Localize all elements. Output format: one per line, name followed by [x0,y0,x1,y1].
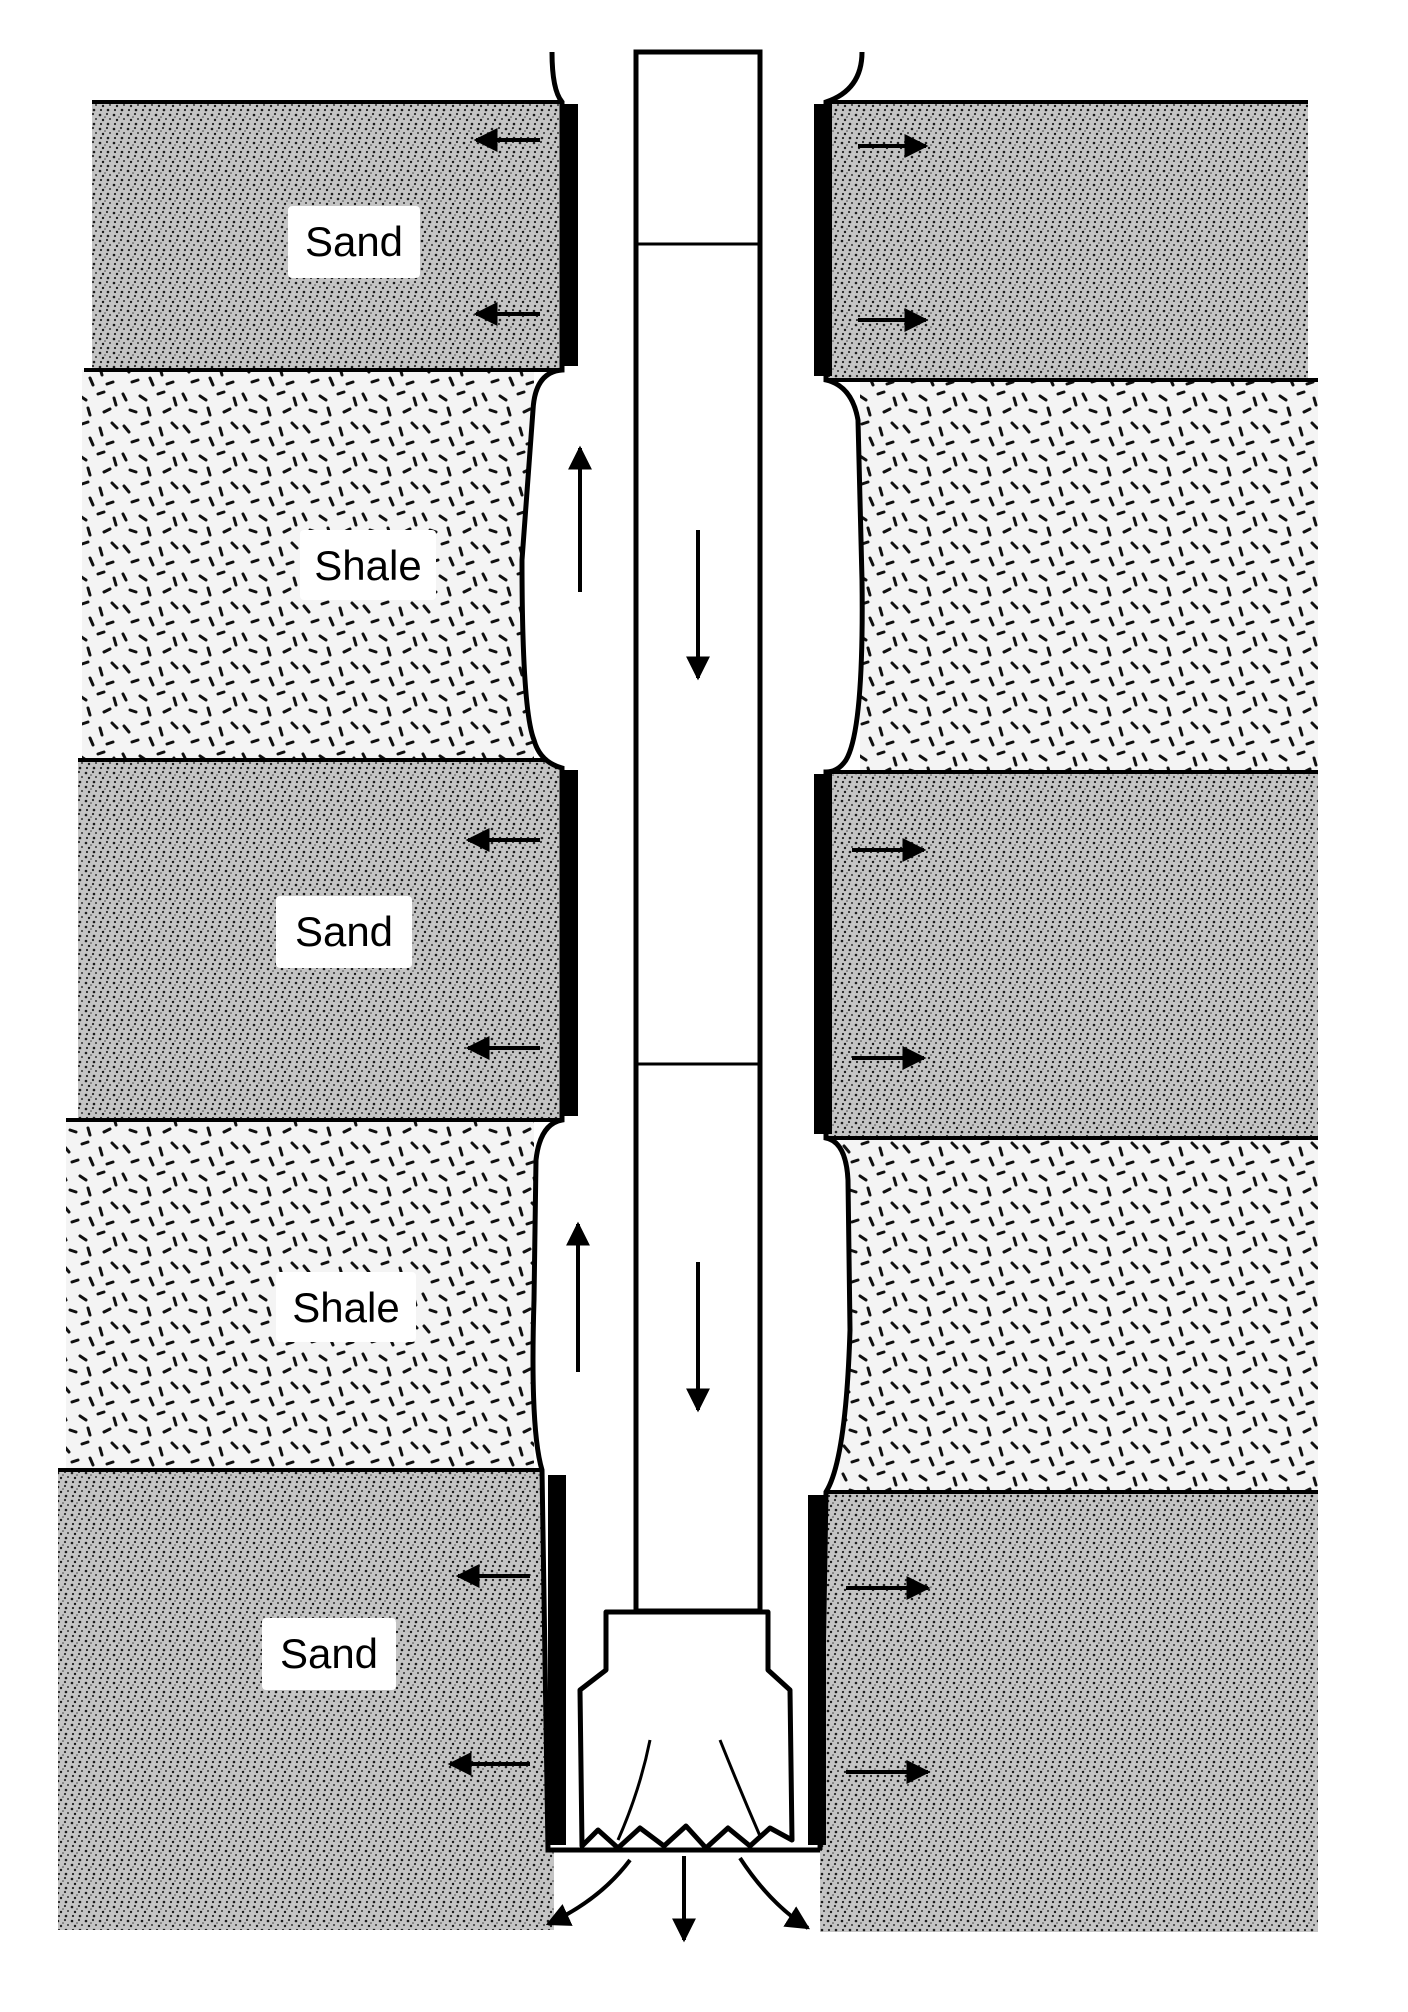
drill-bit-groove-right [718,1739,762,1837]
mud-cake-left-1 [560,104,578,366]
mud-cake-left-2 [560,770,578,1116]
borehole-outline-left [519,51,820,1853]
mud-cake-right-3 [808,1495,826,1845]
label-shale-1: Shale [314,542,421,589]
arrow-jet-left [545,1858,632,1926]
label-box-sand-3 [262,1618,396,1690]
borehole-outline [519,51,865,1853]
right-shale-1 [860,380,1318,772]
label-box-sand-2 [276,896,412,968]
right-sand-1 [828,102,1308,380]
label-sand-1: Sand [305,218,403,265]
layer-labels: Sand Shale Sand Shale Sand [262,206,436,1690]
arrow-jet-right [738,1856,811,1930]
mud-cake-left-3 [548,1475,566,1845]
left-sand-3 [58,1470,554,1930]
label-sand-2: Sand [295,908,393,955]
label-box-shale-1 [300,530,436,600]
right-shale-2 [840,1138,1318,1492]
drill-bit [577,1609,795,1851]
right-formation [820,102,1318,1932]
flow-arrows [447,128,931,1943]
layer-boundaries [58,100,1318,1494]
label-shale-2: Shale [292,1284,399,1331]
right-sand-2 [828,772,1318,1138]
right-sand-3 [820,1492,1318,1932]
mud-cake-right-1 [814,104,832,376]
mud-cake [548,104,832,1845]
mud-cake-right-2 [814,774,832,1134]
drill-bit-body [577,1609,795,1851]
label-box-shale-2 [276,1272,416,1342]
label-box-sand-1 [288,206,420,278]
label-sand-3: Sand [280,1630,378,1677]
drill-bit-groove-left [616,1739,652,1841]
borehole-outline-right [817,51,865,1851]
